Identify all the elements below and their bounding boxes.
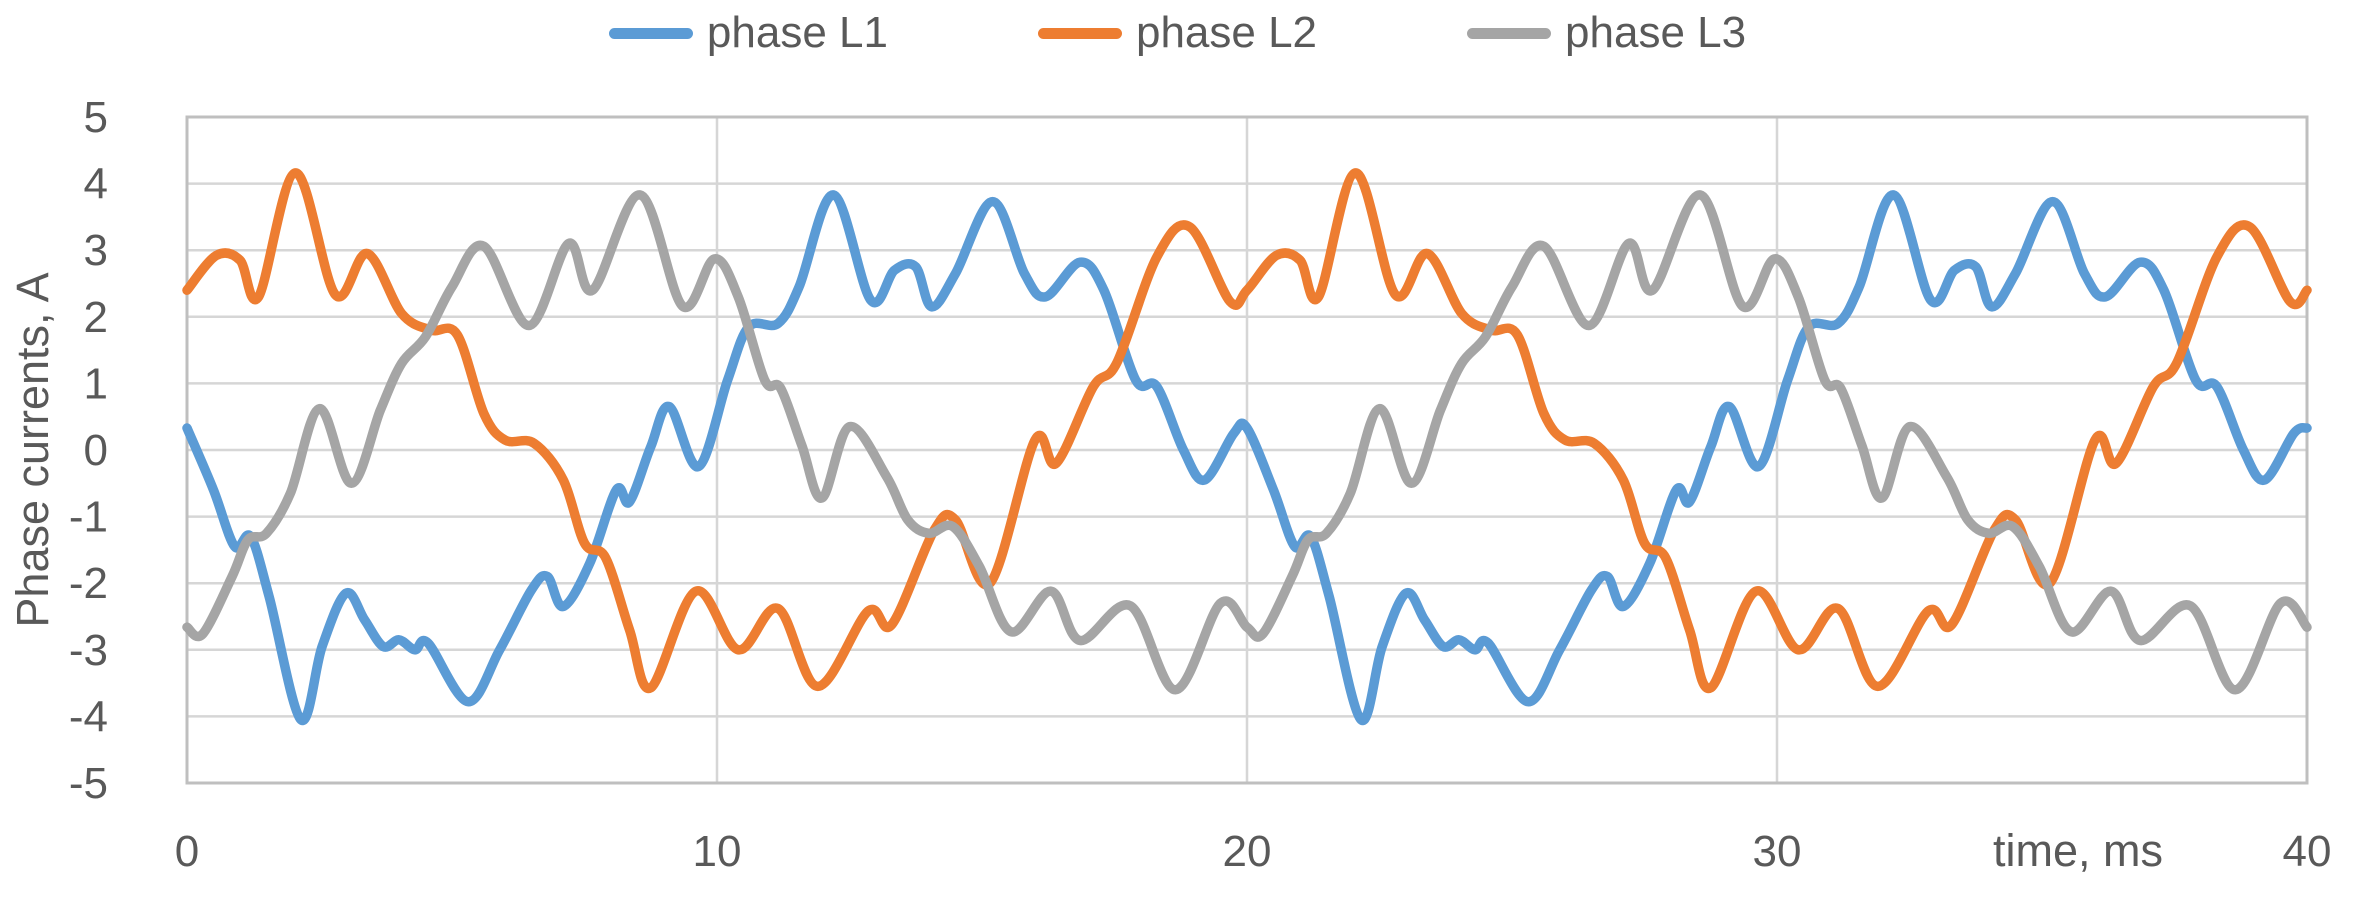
legend-label: phase L1 [706,8,888,57]
plot-area-border [185,115,2309,785]
y-axis-title: Phase currents, A [7,272,58,627]
y-tick-label: 2 [84,293,108,342]
gridlines [187,115,2307,785]
x-tick-label: 0 [175,827,199,876]
series-lines [182,168,2312,726]
x-axis-title: time, ms [1993,825,2163,876]
y-tick-label: 1 [84,359,108,408]
legend-label: phase L3 [1565,8,1747,57]
series-line-phase-l3 [182,190,2312,695]
y-tick-label: 4 [84,160,108,209]
y-tick-label: -4 [69,692,108,741]
legend-line-marker-icon [1037,27,1122,39]
x-tick-label: 40 [2283,827,2332,876]
y-tick-label: 5 [84,93,108,142]
legend-item-phase-l3[interactable]: phase L3 [1467,11,1746,55]
x-tick-label: 30 [1753,827,1802,876]
y-axis-tick-labels: 5 4 3 2 1 0 -1 -2 -3 -4 -5 [69,93,108,808]
y-tick-label: -2 [69,559,108,608]
x-tick-label: 20 [1223,827,1272,876]
y-tick-label: -3 [69,626,108,675]
legend-label: phase L2 [1135,8,1318,57]
y-tick-label: 0 [84,426,108,475]
legend-item-phase-l2[interactable]: phase L2 [1037,8,1318,57]
series-line-phase-l2 [182,168,2312,693]
series-line-phase-l1 [182,190,2312,726]
x-tick-label: 10 [693,827,742,876]
legend-item-phase-l1[interactable]: phase L1 [608,8,888,57]
y-tick-label: 3 [84,226,108,275]
legend-line-marker-icon [1467,27,1552,39]
legend-line-marker-icon [608,27,693,39]
x-axis-tick-labels: 0 10 20 30 40 [175,827,2332,876]
y-tick-label: -1 [69,493,108,542]
chart-legend: phase L1 phase L2 phase L3 [0,4,2355,62]
y-tick-label: -5 [69,759,108,808]
